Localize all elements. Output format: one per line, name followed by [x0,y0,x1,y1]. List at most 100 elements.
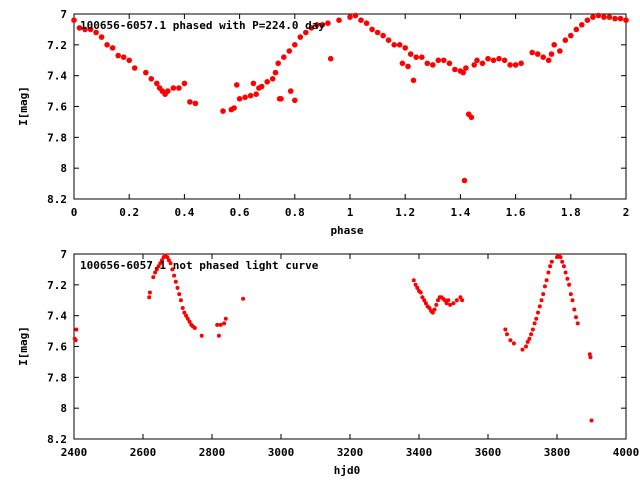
data-point [181,80,188,87]
data-point [76,25,83,31]
data-point [297,34,304,40]
data-point [264,79,271,85]
data-point [454,298,459,303]
x-tick-label: 1.4 [450,206,470,219]
y-tick-label: 7.6 [47,101,67,114]
data-point [218,322,223,327]
data-point [74,327,79,332]
data-point [575,321,580,326]
data-point [308,25,315,31]
data-point [545,57,552,64]
data-point [154,267,159,272]
data-point [131,65,138,71]
data-point [446,298,451,303]
data-point [413,282,418,287]
y-tick-label: 7 [60,8,67,21]
x-tick-label: 3800 [544,446,571,459]
data-point [223,316,228,321]
data-point [534,316,539,321]
data-point [385,37,392,43]
data-point [532,321,537,326]
data-point [358,17,364,24]
data-point [180,306,185,310]
data-point [507,62,513,68]
data-point [561,264,566,269]
data-point [242,94,248,101]
data-point [418,290,423,295]
y-tick-label: 7.4 [47,70,67,83]
data-point [539,298,544,303]
data-point [420,295,425,300]
plot-frame [73,253,627,440]
data-point [182,310,187,315]
x-tick-label: 2800 [199,446,226,459]
data-point [292,42,298,48]
data-point [109,45,116,51]
chart-title: 100656-6057.1 phased with P=224.0 day [80,19,325,32]
data-point [184,313,189,318]
data-point [573,26,580,33]
data-point [572,307,577,312]
data-point [148,76,155,82]
data-point [461,177,468,184]
x-tick-label: 3400 [406,446,433,459]
data-point [187,99,193,105]
data-point [415,285,420,290]
data-point [574,315,578,320]
data-point [303,29,309,36]
data-point [269,76,276,82]
data-point [562,37,569,43]
data-point [541,292,546,297]
data-point [546,270,551,275]
data-point [402,45,409,51]
x-axis-label: phase [330,224,363,237]
data-point [419,54,425,60]
data-point [147,290,152,295]
y-tick-label: 7 [60,248,67,261]
data-point [410,77,417,84]
data-point [537,304,542,309]
data-point [565,276,570,281]
data-point [508,338,513,343]
data-point [444,301,449,306]
data-point [292,97,298,104]
y-tick-label: 7.8 [47,131,67,144]
data-point [490,57,497,64]
data-point [405,63,411,70]
x-tick-label: 3000 [268,446,295,459]
data-point [98,34,105,40]
data-point [281,54,287,60]
y-axis-label: I[mag] [17,86,30,126]
data-point [471,62,478,68]
data-point [258,83,265,90]
data-point [165,255,170,260]
data-point [530,327,535,332]
data-point [153,270,158,275]
data-point [192,326,197,330]
data-point [82,26,88,33]
x-tick-label: 1.2 [395,206,415,219]
data-point [584,17,591,24]
data-point [275,60,282,67]
data-point [441,57,447,64]
data-point [369,26,375,33]
data-point [73,338,78,343]
data-point [557,48,563,54]
data-point [176,85,182,91]
data-point [589,418,594,423]
x-tick-label: 1.8 [561,206,581,219]
data-point [231,105,237,111]
data-point [529,49,535,56]
data-point [411,278,416,283]
data-point [512,62,519,68]
data-point [579,22,585,28]
data-point [87,26,94,33]
data-point [278,96,284,102]
data-point [479,60,486,67]
x-tick-label: 0.2 [119,206,139,219]
data-point [380,32,386,39]
data-point [496,55,502,62]
data-point [336,17,342,24]
y-tick-label: 7.8 [47,371,67,384]
data-point [551,42,557,48]
